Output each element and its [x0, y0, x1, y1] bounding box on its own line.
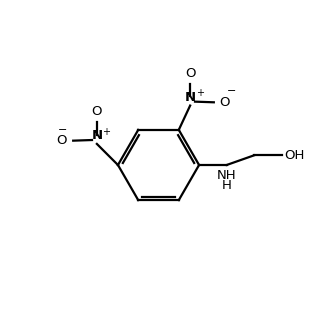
- Text: O: O: [92, 105, 102, 118]
- Text: O: O: [56, 134, 67, 147]
- Text: N: N: [91, 129, 102, 142]
- Text: O: O: [185, 67, 195, 80]
- Text: H: H: [222, 179, 232, 192]
- Text: OH: OH: [284, 149, 305, 162]
- Text: −: −: [227, 86, 236, 96]
- Text: O: O: [219, 96, 230, 109]
- Text: NH: NH: [217, 169, 237, 182]
- Text: −: −: [58, 125, 67, 135]
- Text: +: +: [102, 127, 110, 137]
- Text: N: N: [184, 91, 196, 104]
- Text: +: +: [196, 88, 204, 98]
